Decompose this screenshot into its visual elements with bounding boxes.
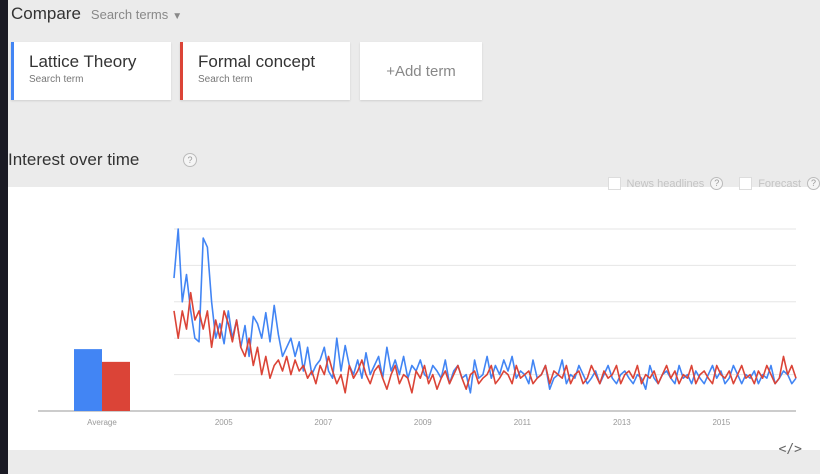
term-card-lattice-theory[interactable]: Lattice Theory Search term xyxy=(11,42,171,100)
series-line xyxy=(173,228,797,394)
x-tick-label: 2007 xyxy=(314,418,332,427)
term-name: Lattice Theory xyxy=(29,52,137,71)
forecast-label: Forecast xyxy=(758,177,801,190)
section-title: Interest over time xyxy=(8,150,140,169)
trends-page: Compare Search terms ▼ Lattice Theory Sea… xyxy=(8,0,820,474)
x-tick-label: 2005 xyxy=(215,418,233,427)
chart-options: News headlines ? Forecast ? xyxy=(607,177,820,190)
x-tick-label: 2013 xyxy=(613,418,631,427)
search-terms-dropdown[interactable]: Search terms ▼ xyxy=(91,7,182,22)
compare-header: Compare Search terms ▼ xyxy=(11,4,182,28)
x-tick-label: 2009 xyxy=(414,418,432,427)
x-tick-label: 2011 xyxy=(514,418,532,427)
embed-code-icon[interactable]: </> xyxy=(778,442,802,457)
forecast-checkbox[interactable] xyxy=(739,177,753,190)
chart-panel: Average 2005 2007 2009 2011 2013 2015 </> xyxy=(8,187,820,457)
interest-chart: Average 2005 2007 2009 2011 2013 2015 xyxy=(38,228,797,427)
term-subtitle: Search term xyxy=(198,74,253,85)
help-icon[interactable]: ? xyxy=(183,153,197,167)
series-line xyxy=(173,291,797,394)
news-headlines-label: News headlines xyxy=(626,177,705,190)
news-help-icon[interactable]: ? xyxy=(710,177,724,190)
term-card-formal-concept[interactable]: Formal concept Search term xyxy=(180,42,350,100)
news-headlines-toggle[interactable]: News headlines xyxy=(607,177,705,190)
x-tick-label: 2015 xyxy=(712,418,730,427)
term-color-bar xyxy=(180,42,183,100)
add-term-button[interactable]: +Add term xyxy=(360,42,482,100)
search-terms-label: Search terms xyxy=(90,7,169,22)
forecast-toggle[interactable]: Forecast xyxy=(739,177,801,190)
forecast-help-icon[interactable]: ? xyxy=(807,177,820,190)
caret-down-icon: ▼ xyxy=(172,11,183,22)
compare-title: Compare xyxy=(11,4,81,23)
average-bar xyxy=(102,361,130,411)
news-headlines-checkbox[interactable] xyxy=(607,177,621,190)
term-color-bar xyxy=(11,42,14,100)
average-label: Average xyxy=(87,418,117,427)
average-bar xyxy=(74,349,102,411)
term-name: Formal concept xyxy=(198,52,316,71)
term-subtitle: Search term xyxy=(29,74,84,85)
